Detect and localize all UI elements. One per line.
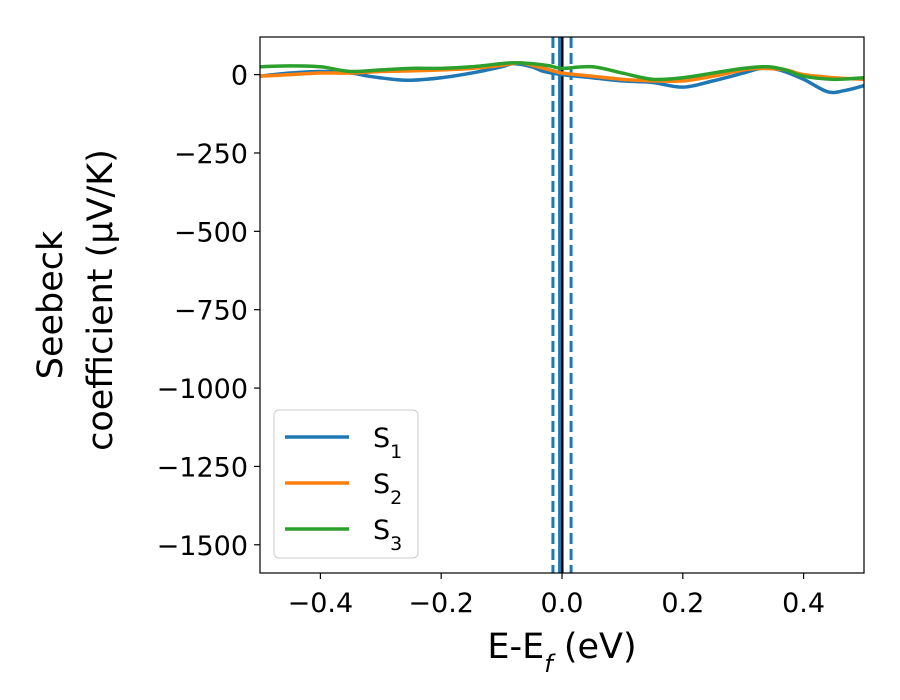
x-tick-label: −0.4 [288,588,354,619]
x-tick-label: −0.2 [408,588,474,619]
y-axis-label-line1: Seebeck [31,230,71,379]
legend: S1 S2 S3 [273,409,419,559]
x-axis-label: E-Ef (eV) [487,627,636,678]
vertical-marker-lines [551,37,573,573]
legend-label-s3: S3 [373,515,402,555]
legend-label-s2: S2 [373,469,402,509]
y-tick-label: −1250 [157,452,248,483]
y-tick-label: −250 [174,139,248,170]
legend-items: S1 S2 S3 [285,423,402,555]
y-tick-label: −500 [174,217,248,248]
x-axis-ticks: −0.4 −0.2 0.0 0.2 0.4 [288,573,825,619]
y-axis-ticks: 0 −250 −500 −750 −1000 −1250 −1500 [157,61,260,562]
y-tick-label: −1000 [157,374,248,405]
y-tick-label: 0 [231,61,248,92]
series-lines [260,60,864,95]
y-tick-label: −750 [174,296,248,327]
y-axis-label-line2: coefficient (μV/K) [81,149,121,451]
y-tick-label: −1500 [157,531,248,562]
x-tick-label: 0.2 [661,588,704,619]
x-tick-label: 0.4 [782,588,825,619]
legend-label-s1: S1 [373,423,402,463]
x-tick-label: 0.0 [541,588,584,619]
series-line-s3 [260,60,864,82]
